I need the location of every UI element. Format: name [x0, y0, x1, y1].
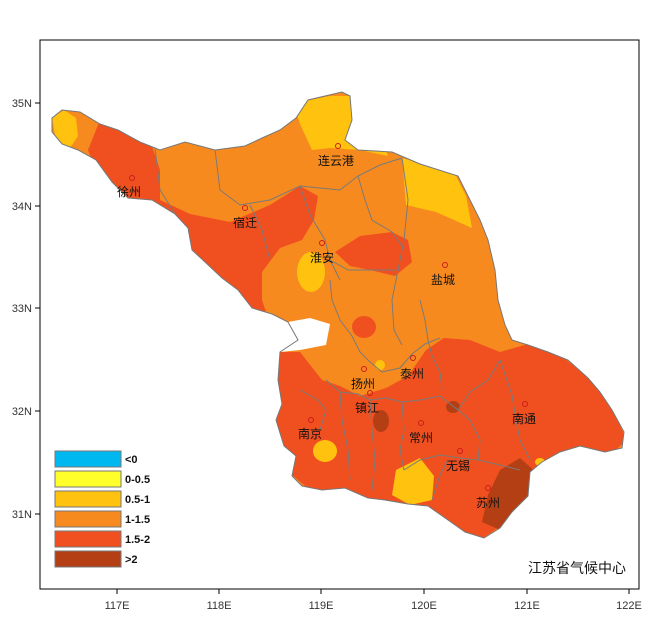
- city-label: 南通: [512, 411, 536, 426]
- fill-0.5-1-northeast: [402, 158, 472, 228]
- legend-swatch: [54, 530, 122, 548]
- y-axis: 35N 34N 33N 32N 31N: [12, 98, 40, 521]
- legend-swatch: [54, 510, 122, 528]
- marker-yangzhou: [361, 366, 367, 372]
- fill-0.5-1-nanjing: [313, 440, 337, 462]
- marker-suqian: [242, 205, 248, 211]
- marker-wuxi: [457, 448, 463, 454]
- legend-label: 0-0.5: [125, 474, 150, 486]
- y-tick-label: 31N: [12, 509, 32, 521]
- legend-swatch: [54, 550, 122, 568]
- marker-suzhou: [485, 485, 491, 491]
- fill-1.5-2-central: [335, 232, 412, 276]
- city-label: 淮安: [310, 250, 334, 265]
- province: [52, 92, 624, 538]
- y-tick-label: 33N: [12, 303, 32, 315]
- map-frame: [39, 39, 640, 590]
- x-tick-label: 122E: [616, 600, 642, 612]
- marker-huaian: [319, 240, 325, 246]
- city-label: 镇江: [355, 401, 379, 415]
- city-label: 泰州: [400, 367, 424, 381]
- legend-label: 1-1.5: [125, 514, 150, 526]
- legend-swatch: [54, 470, 122, 488]
- legend-label: <0: [125, 454, 138, 466]
- marker-zhenjiang: [367, 390, 373, 396]
- x-axis: 117E 118E 119E 120E 121E 122E: [105, 589, 642, 612]
- credit-text: 江苏省气候中心: [528, 561, 626, 577]
- city-label: 无锡: [446, 458, 470, 473]
- fill-1.5-2-west: [88, 120, 318, 330]
- city-label: 常州: [409, 431, 433, 445]
- marker-lianyungang: [335, 143, 341, 149]
- city-label: 南京: [298, 426, 322, 441]
- marker-nantong: [522, 401, 528, 407]
- legend: <0 0-0.5 0.5-1 1-1.5 1.5-2 >2: [54, 450, 150, 568]
- city-labels: 徐州 连云港 宿迁 淮安 盐城 扬州 泰州 镇江 南京 常州 南通 无锡 苏州: [117, 153, 536, 510]
- fill-gt2-zhenjiang: [373, 410, 389, 432]
- y-tick-label: 32N: [12, 406, 32, 418]
- x-tick-label: 120E: [411, 600, 437, 612]
- legend-swatch: [54, 490, 122, 508]
- legend-label: 0.5-1: [125, 494, 150, 506]
- city-label: 盐城: [431, 273, 455, 287]
- y-tick-label: 34N: [12, 201, 32, 213]
- city-markers: [129, 143, 528, 491]
- legend-label: >2: [125, 554, 138, 566]
- city-label: 徐州: [117, 184, 141, 199]
- county-boundaries: [154, 147, 531, 501]
- city-label: 宿迁: [233, 215, 257, 230]
- fill-1.5-2-south: [275, 338, 624, 538]
- fill-0.5-1-northwest: [52, 110, 78, 148]
- legend-label: 1.5-2: [125, 534, 150, 546]
- x-tick-label: 121E: [514, 600, 540, 612]
- fill-1.5-2-spot: [352, 316, 376, 338]
- marker-nanjing: [308, 417, 314, 423]
- legend-swatch: [54, 450, 122, 468]
- marker-changzhou: [418, 420, 424, 426]
- city-label: 连云港: [318, 153, 354, 168]
- province-outline: [51, 91, 625, 539]
- x-tick-label: 119E: [309, 600, 334, 612]
- x-tick-label: 118E: [207, 600, 232, 612]
- fill-0.5-1-dot2: [535, 458, 545, 466]
- marker-xuzhou: [129, 175, 135, 181]
- y-tick-label: 35N: [12, 98, 32, 110]
- fill-0.5-1-dot1: [375, 360, 385, 370]
- marker-yancheng: [442, 262, 448, 268]
- fill-0.5-1-huaian: [297, 252, 325, 292]
- fill-0.5-1-south: [392, 458, 434, 505]
- city-label: 苏州: [476, 496, 500, 510]
- marker-taizhou: [410, 355, 416, 361]
- city-label: 扬州: [351, 376, 375, 391]
- x-tick-label: 117E: [105, 600, 130, 612]
